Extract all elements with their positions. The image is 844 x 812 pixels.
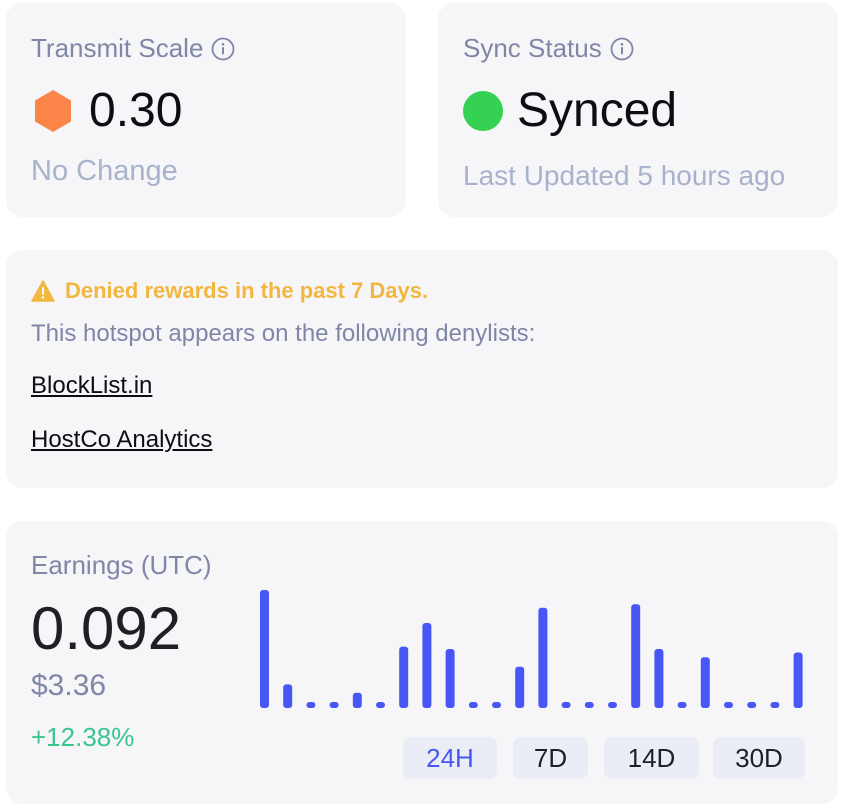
denylist-warning: Denied rewards in the past 7 Days. [31, 278, 428, 304]
chart-bar [492, 702, 501, 708]
chart-bar [468, 702, 478, 708]
range-30d-button[interactable]: 30D [713, 737, 805, 779]
transmit-scale-label: Transmit Scale [31, 33, 204, 63]
denylist-card: Denied rewards in the past 7 Days. This … [6, 250, 838, 488]
chart-bar [561, 702, 571, 708]
chart-bar [724, 702, 733, 708]
earnings-usd: $3.36 [31, 669, 107, 702]
chart-bar [747, 702, 757, 708]
chart-bar [608, 702, 617, 708]
chart-bar [631, 604, 641, 708]
sync-status-label: Sync Status [463, 33, 602, 63]
denylist-warning-text: Denied rewards in the past 7 Days. [65, 278, 429, 303]
transmit-scale-card: Transmit Scale 0.30 No Change [6, 3, 406, 217]
range-14d-button[interactable]: 14D [604, 737, 699, 779]
warning-icon [31, 280, 55, 302]
chart-bar [584, 702, 594, 708]
status-dot-icon [463, 90, 503, 131]
chart-bar [770, 702, 780, 708]
range-24h-button[interactable]: 24H [403, 737, 497, 779]
chart-bar [352, 692, 362, 708]
chart-bar [515, 666, 525, 708]
chart-bar [538, 607, 548, 708]
chart-bar [283, 684, 293, 708]
transmit-scale-change: No Change [31, 155, 178, 187]
denylist-link-blocklist[interactable]: BlockList.in [31, 372, 153, 399]
earnings-value: 0.092 [31, 595, 182, 662]
earnings-bar-chart [260, 590, 803, 708]
transmit-scale-value: 0.30 [89, 84, 183, 137]
earnings-card: Earnings (UTC) 0.092 $3.36 +12.38% 24H 7… [6, 521, 838, 804]
chart-bar [260, 590, 269, 708]
earnings-change: +12.38% [31, 722, 135, 752]
chart-bar [422, 623, 432, 708]
chart-bar [700, 657, 710, 708]
denylist-description: This hotspot appears on the following de… [31, 320, 536, 347]
chart-bar [677, 702, 687, 708]
denylist-link-hostco[interactable]: HostCo Analytics [31, 426, 213, 453]
chart-bar [654, 649, 664, 708]
sync-status-value-row: Synced [463, 83, 677, 138]
info-icon[interactable] [211, 37, 235, 61]
info-icon[interactable] [610, 37, 634, 61]
chart-bar [399, 646, 409, 708]
transmit-scale-label-row: Transmit Scale [31, 33, 235, 64]
chart-bar [376, 702, 385, 708]
transmit-scale-value-row: 0.30 [31, 83, 182, 138]
sync-last-updated: Last Updated 5 hours ago [463, 160, 786, 191]
sync-status-value: Synced [517, 84, 678, 137]
chart-bar [793, 652, 803, 708]
hexagon-icon [35, 89, 71, 132]
range-7d-button[interactable]: 7D [513, 737, 588, 779]
chart-bar [445, 649, 455, 708]
sync-status-label-row: Sync Status [463, 33, 634, 64]
chart-bar [306, 702, 316, 708]
earnings-label: Earnings (UTC) [31, 550, 212, 580]
chart-bar [329, 702, 339, 708]
sync-status-card: Sync Status Synced Last Updated 5 hours … [438, 3, 838, 217]
